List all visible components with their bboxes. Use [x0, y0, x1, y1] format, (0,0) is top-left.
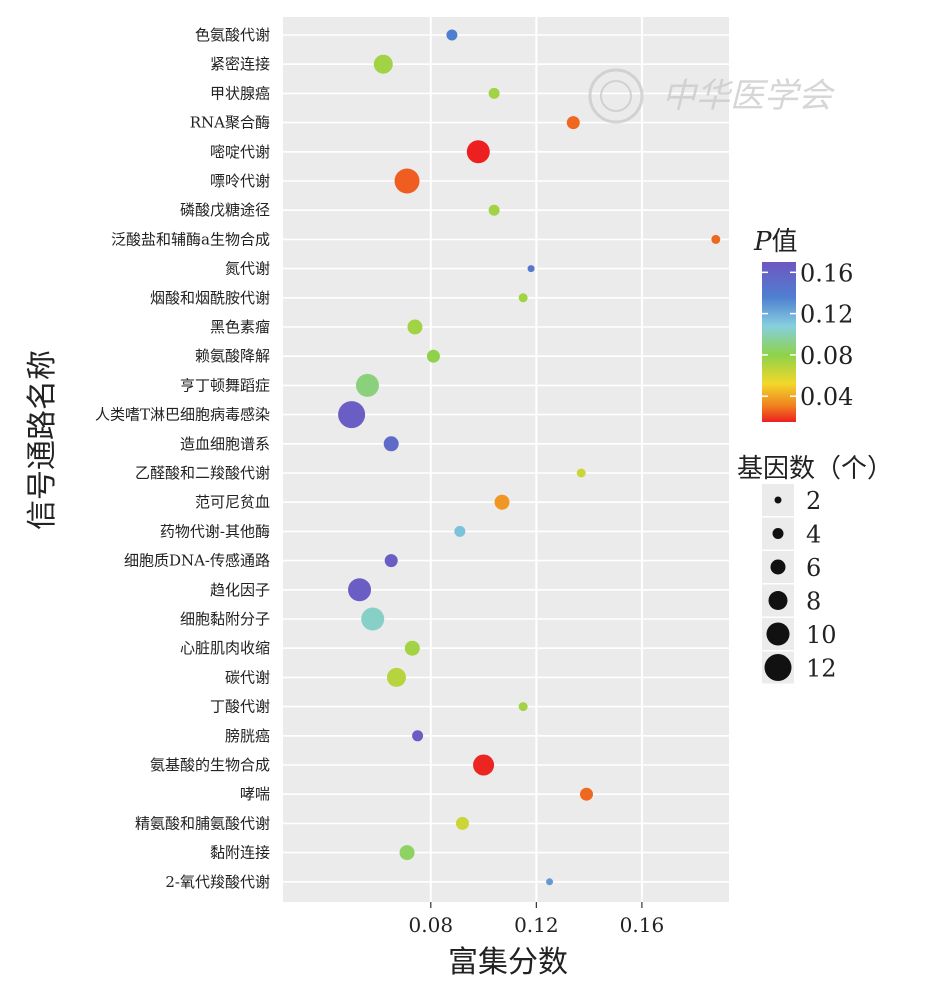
color-legend-tick-label: 0.04: [800, 383, 853, 411]
data-point: [473, 754, 495, 776]
watermark: 中华医学会: [588, 68, 836, 124]
x-tick-label: 0.16: [620, 913, 665, 937]
size-legend-label: 10: [806, 621, 837, 649]
y-tick-label: 精氨酸和脯氨酸代谢: [135, 814, 270, 832]
data-point: [527, 265, 535, 273]
y-tick-label: 哮喘: [240, 785, 270, 803]
y-tick-label: 泛酸盐和辅酶a生物合成: [111, 230, 270, 248]
grid-lines: [283, 17, 729, 902]
y-tick-label: 赖氨酸降解: [195, 347, 270, 365]
size-legend-label: 4: [806, 521, 821, 549]
x-tick-label: 0.08: [409, 913, 454, 937]
y-tick-label: 黏附连接: [210, 844, 270, 862]
y-tick-label: 磷酸戊糖途径: [180, 201, 270, 219]
y-tick-label: RNA聚合酶: [190, 114, 270, 132]
data-point: [518, 702, 528, 712]
y-tick-label: 碳代谢: [225, 668, 270, 686]
x-tick-label: 0.12: [514, 913, 559, 937]
color-legend-tick-label: 0.16: [800, 259, 853, 287]
y-tick-label: 膀胱癌: [225, 727, 270, 745]
y-tick-label: 药物代谢-其他酶: [160, 522, 270, 540]
color-legend-title-italic: P: [753, 227, 772, 257]
y-tick-label: 氮代谢: [225, 260, 270, 278]
size-legend-dot: [770, 559, 786, 575]
data-point: [361, 607, 385, 631]
y-tick-label: 嘌呤代谢: [210, 172, 270, 190]
y-tick-label: 烟酸和烟酰胺代谢: [150, 289, 270, 307]
size-legend-label: 8: [806, 588, 821, 616]
data-point: [386, 667, 406, 687]
size-legend-dot: [774, 496, 782, 504]
size-legend-label: 6: [806, 554, 821, 582]
y-tick-label: 嘧啶代谢: [210, 143, 270, 161]
data-point: [711, 234, 721, 244]
size-legend-label: 12: [806, 655, 837, 683]
data-points: [338, 29, 721, 886]
data-point: [383, 436, 399, 452]
x-tick-labels: 0.08 0.12 0.16: [409, 902, 665, 937]
size-legend-dot: [772, 528, 784, 539]
data-point: [407, 319, 423, 335]
data-point: [355, 373, 379, 397]
plot-panel: [283, 17, 729, 902]
size-legend-dot: [766, 622, 790, 646]
watermark-seal-inner-icon: [600, 80, 632, 112]
y-tick-label: 乙醛酸和二羧酸代谢: [135, 464, 270, 482]
color-legend: P值 0.16 0.12 0.08 0.04: [753, 227, 853, 422]
y-tick-label: 丁酸代谢: [210, 698, 270, 716]
data-point: [412, 730, 424, 742]
size-legend-label: 2: [806, 487, 821, 515]
data-point: [348, 578, 372, 602]
data-point: [576, 468, 586, 478]
data-point: [338, 401, 366, 429]
data-point: [518, 293, 528, 303]
y-tick-label: 甲状腺癌: [210, 84, 270, 102]
data-point: [373, 54, 393, 74]
y-tick-label: 趋化因子: [210, 581, 270, 599]
y-axis-title: 信号通路名称: [25, 350, 60, 530]
y-tick-label: 人类嗜T淋巴细胞病毒感染: [95, 406, 270, 424]
y-tick-label: 心脏肌肉收缩: [180, 639, 270, 657]
x-axis-title: 富集分数: [448, 945, 568, 980]
color-legend-tick-label: 0.12: [800, 301, 853, 329]
y-tick-label: 亨丁顿舞蹈症: [180, 376, 270, 394]
data-point: [566, 116, 580, 130]
y-tick-label: 氨基酸的生物合成: [150, 756, 270, 774]
data-point: [466, 140, 490, 164]
color-legend-tick-label: 0.08: [800, 342, 853, 370]
size-legend-dot: [764, 654, 792, 681]
data-point: [455, 816, 469, 830]
color-legend-title-rest: 值: [772, 227, 798, 257]
y-tick-label: 范可尼贫血: [195, 493, 270, 511]
data-point: [488, 204, 500, 216]
data-point: [394, 168, 420, 194]
y-tick-label: 色氨酸代谢: [195, 26, 270, 44]
data-point: [488, 87, 500, 99]
y-tick-label: 紧密连接: [210, 55, 270, 73]
y-tick-label: 细胞黏附分子: [180, 610, 270, 628]
color-legend-title: P值: [753, 227, 798, 257]
y-tick-label: 细胞质DNA-传感通路: [124, 552, 270, 570]
watermark-text: 中华医学会: [662, 76, 836, 116]
y-tick-label: 造血细胞谱系: [180, 435, 270, 453]
data-point: [426, 349, 440, 363]
data-point: [399, 845, 415, 861]
y-tick-label: 黑色素瘤: [210, 318, 270, 336]
size-legend-title: 基因数（个）: [737, 454, 893, 484]
color-legend-bar: [762, 262, 796, 422]
data-point: [579, 787, 593, 801]
data-point: [546, 878, 554, 886]
size-legend: 基因数（个） 2 4 6 8 10 12: [737, 454, 893, 684]
y-tick-label: 2-氧代羧酸代谢: [165, 873, 270, 891]
watermark-seal-icon: [588, 68, 644, 124]
data-point: [454, 525, 466, 537]
size-legend-dot: [768, 591, 788, 610]
data-point: [446, 29, 458, 41]
data-point: [404, 640, 420, 656]
data-point: [494, 494, 510, 510]
data-point: [384, 554, 398, 568]
